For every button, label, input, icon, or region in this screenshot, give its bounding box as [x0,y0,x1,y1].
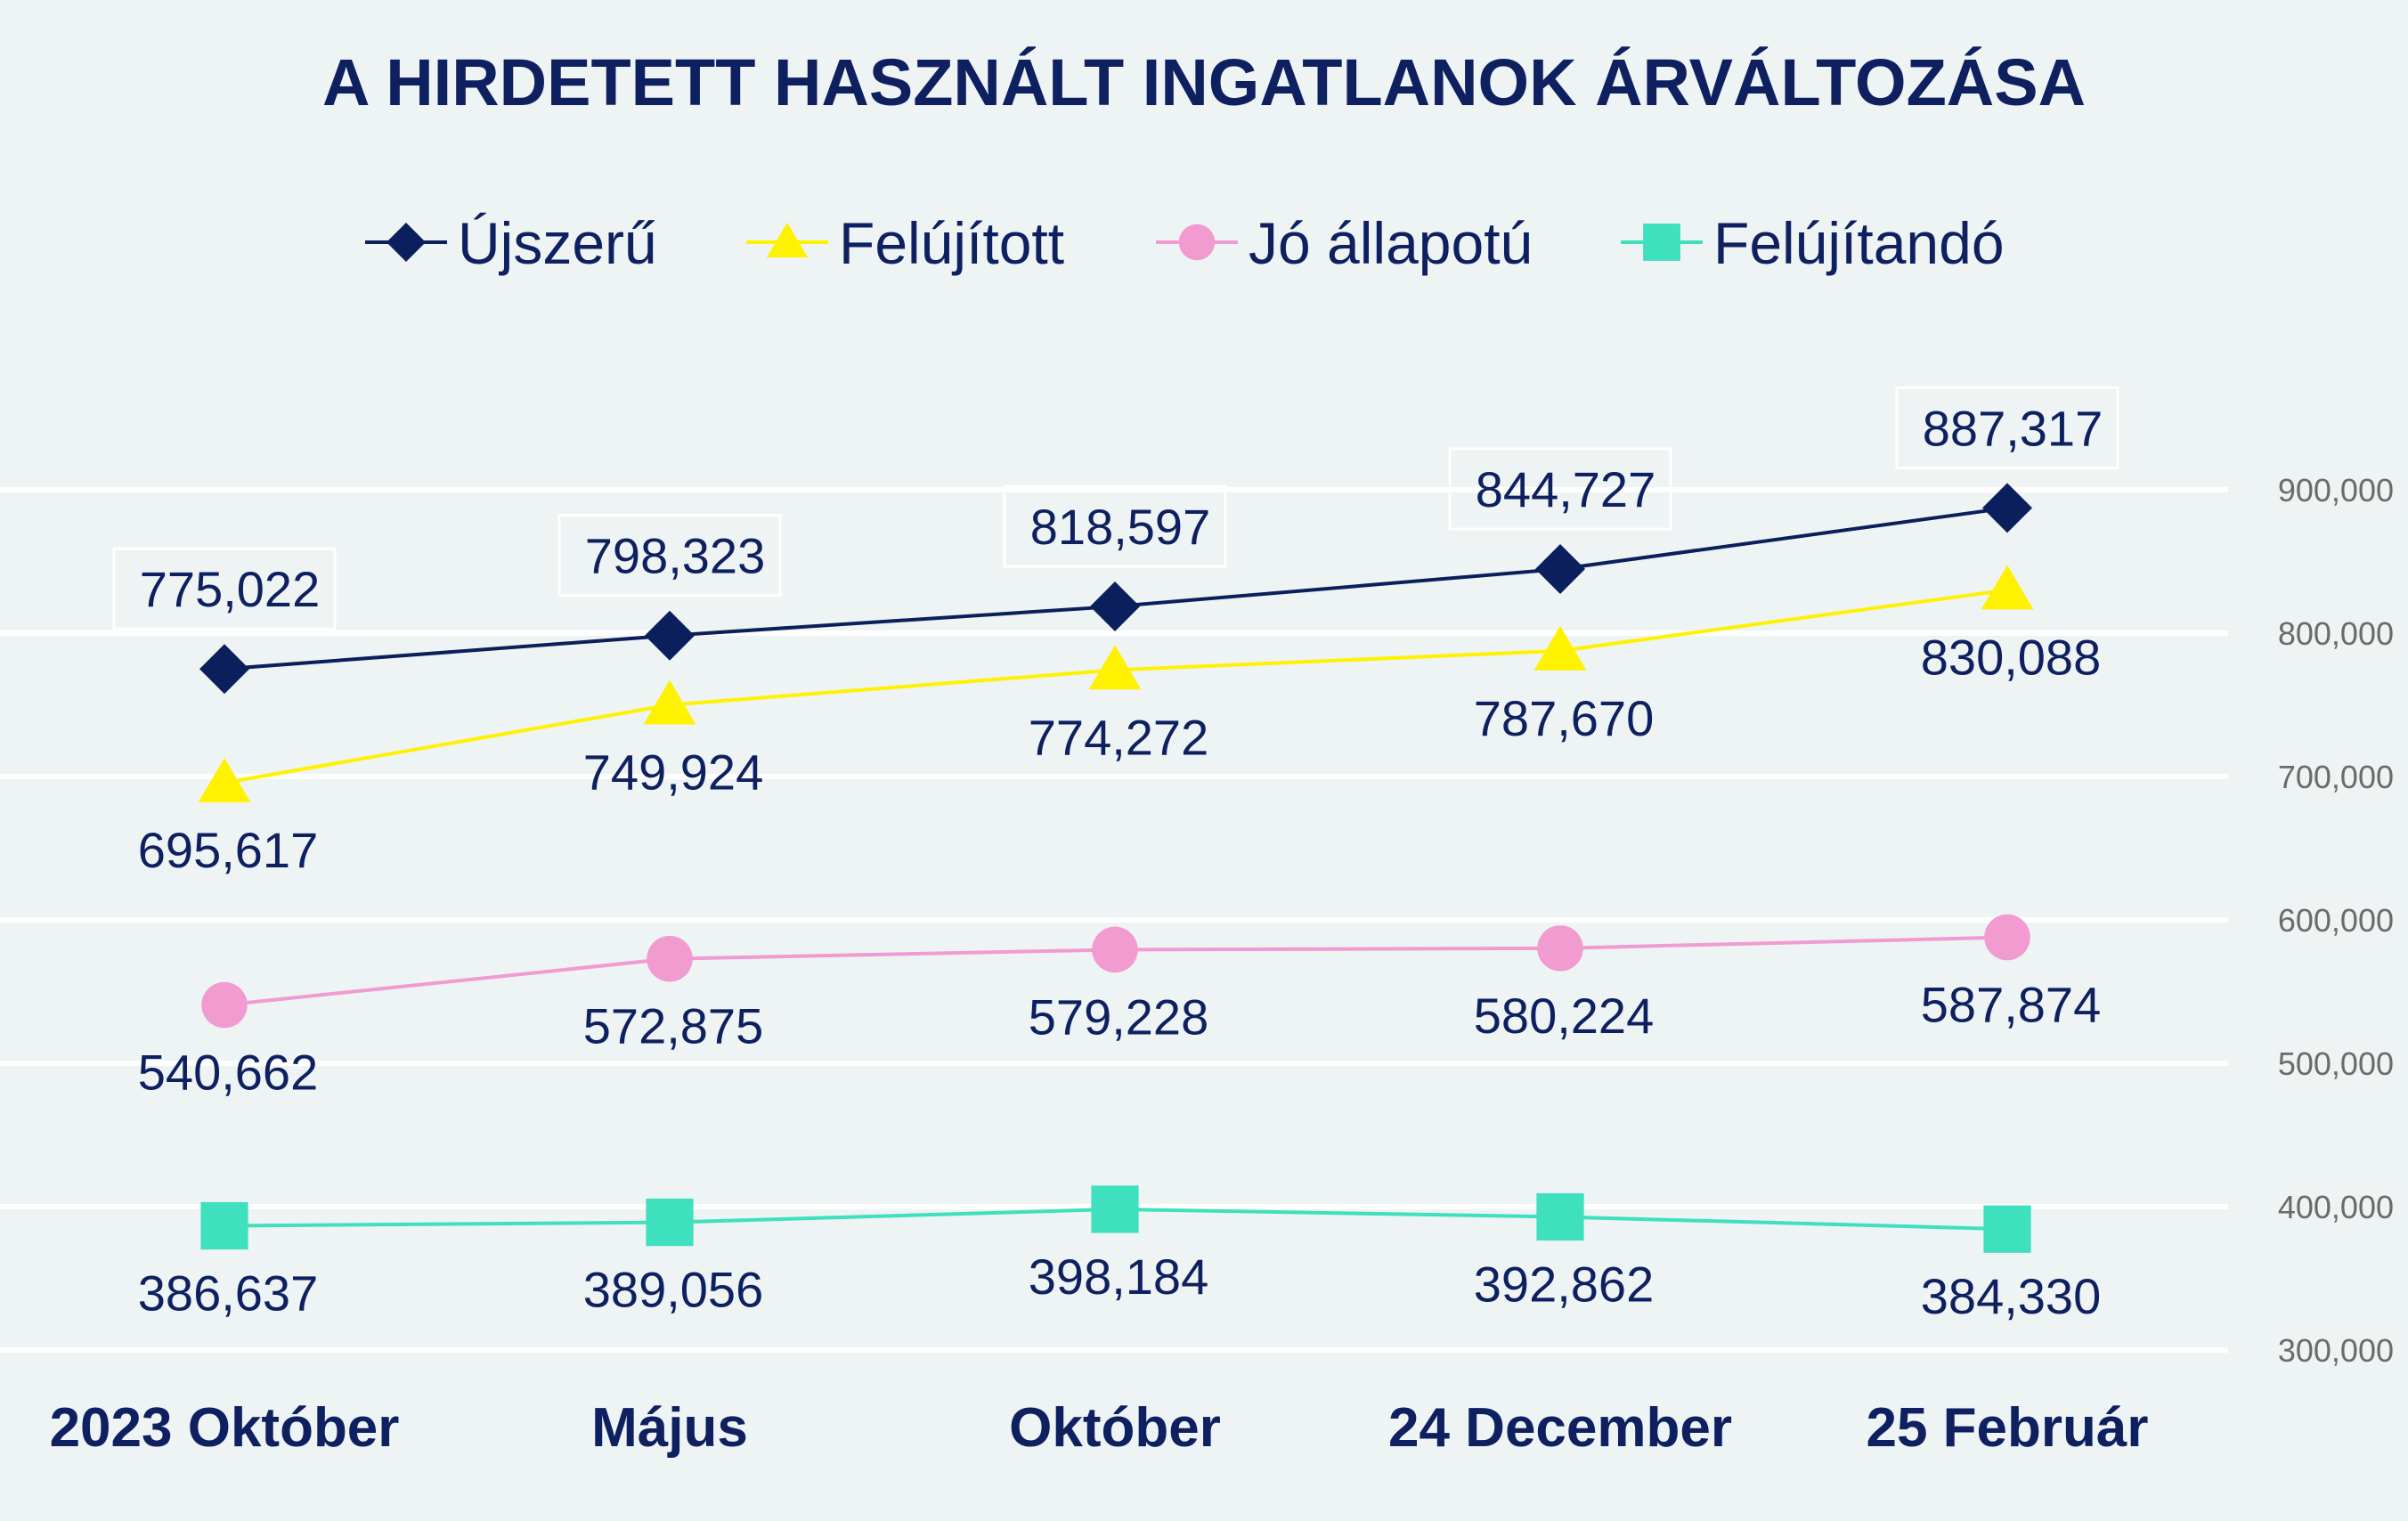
data-point-felujitott [643,679,696,725]
legend-label: Felújított [839,210,1064,276]
legend-marker-diamond [386,223,426,262]
x-tick-label: Május [591,1397,748,1459]
legend: Újszerű Felújított Jó állapotú Felújítandó [365,210,2005,276]
data-point-felujitando [1091,1185,1139,1233]
y-axis-ticks: 300,000 400,000 500,000 600,000 700,000 800,0… [2278,472,2394,1369]
legend-item-jo-allapotu: Jó állapotú [1156,210,1533,276]
y-tick-label: 700,000 [2278,759,2394,795]
y-tick-label: 300,000 [2278,1332,2394,1369]
data-label-jo-allapotu: 540,662 [138,1045,318,1101]
data-label-box [112,547,337,630]
data-point-felujitott [1088,645,1142,690]
data-label-box [557,514,782,598]
data-label-jo-allapotu: 580,224 [1474,988,1654,1044]
x-tick-label: 2023 Október [50,1397,400,1459]
legend-marker-circle [1178,224,1216,261]
x-tick-label: 24 December [1388,1397,1732,1459]
data-point-felujitando [646,1199,694,1247]
data-label-box [1895,386,2119,469]
data-point-ujszeru [199,644,249,695]
series-markers [198,483,2034,1253]
data-point-jo-allapotu [1092,926,1138,973]
data-point-jo-allapotu [1537,925,1583,972]
legend-marker-triangle [766,223,809,258]
data-label-box [1003,484,1227,568]
y-tick-label: 800,000 [2278,615,2394,652]
data-label-felujitott: 830,088 [1921,630,2101,686]
data-labels: 775,022 798,323 818,597 844,727 887,317 695,6… [112,386,2119,1324]
data-label-jo-allapotu: 572,875 [583,998,763,1054]
data-label-felujitando: 398,184 [1029,1249,1208,1305]
data-label-ujszeru: 818,597 [1030,499,1210,555]
data-point-felujitando [200,1201,248,1250]
data-point-felujitando [1536,1192,1584,1241]
legend-marker-square [1643,224,1680,261]
data-label-felujitott: 749,924 [583,744,763,801]
data-label-jo-allapotu: 587,874 [1921,977,2101,1033]
data-label-felujitando: 386,637 [138,1265,318,1322]
data-label-box [1448,447,1672,531]
data-label-felujitando: 384,330 [1921,1268,2101,1324]
data-point-ujszeru [645,610,695,661]
data-point-felujitott [1533,625,1587,671]
y-tick-label: 600,000 [2278,902,2394,939]
data-point-jo-allapotu [201,981,248,1029]
x-axis-categories: 2023 Október Május Október 24 December 25 Fe… [50,1397,2149,1459]
legend-label: Jó állapotú [1249,210,1533,276]
legend-label: Felújítandó [1713,210,2005,276]
y-tick-label: 400,000 [2278,1189,2394,1225]
y-tick-label: 500,000 [2278,1045,2394,1082]
x-tick-label: Október [1009,1397,1221,1459]
data-point-ujszeru [1090,582,1140,632]
data-label-felujitott: 695,617 [138,822,318,878]
data-point-felujitando [1983,1205,2031,1253]
chart-title: A HIRDETETT HASZNÁLT INGATLANOK ÁRVÁLTOZ… [322,45,2086,119]
data-label-ujszeru: 844,727 [1476,461,1656,517]
data-point-ujszeru [1982,483,2032,533]
legend-label: Újszerű [458,210,657,276]
data-point-jo-allapotu [1984,914,2030,961]
data-point-felujitott [1981,565,2034,610]
legend-item-ujszeru: Újszerű [365,210,657,276]
legend-item-felujitando: Felújítandó [1621,210,2005,276]
data-label-jo-allapotu: 579,228 [1029,988,1208,1045]
data-label-felujitando: 389,056 [583,1262,763,1318]
data-point-felujitott [198,758,251,802]
data-label-felujitando: 392,862 [1474,1256,1654,1312]
data-point-ujszeru [1535,543,1585,594]
data-label-ujszeru: 798,323 [585,528,765,584]
data-label-ujszeru: 887,317 [1923,400,2103,456]
data-label-felujitott: 787,670 [1474,690,1654,746]
data-label-felujitott: 774,272 [1029,709,1208,765]
x-tick-label: 25 Február [1866,1397,2148,1459]
data-point-jo-allapotu [647,935,693,982]
data-label-ujszeru: 775,022 [140,561,320,617]
legend-item-felujitott: Felújított [746,210,1064,276]
y-tick-label: 900,000 [2278,472,2394,508]
